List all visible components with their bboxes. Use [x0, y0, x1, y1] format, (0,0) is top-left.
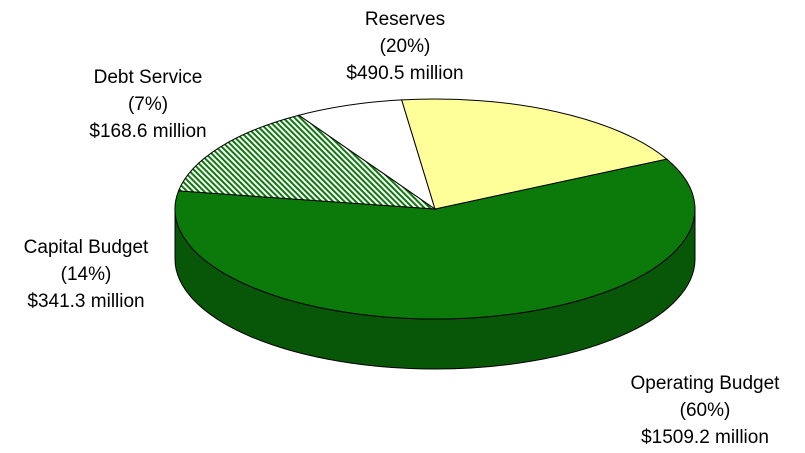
- slice-percent: (14%): [60, 264, 112, 285]
- slice-debt-service: [297, 99, 436, 211]
- slice-percent: (7%): [127, 94, 169, 115]
- slice-name: Reserves: [364, 9, 446, 30]
- slice-amount: $168.6 million: [89, 121, 207, 142]
- slice-label-reserves: Reserves (20%) $490.5 million: [320, 6, 490, 87]
- slice-amount: $341.3 million: [27, 291, 145, 312]
- slice-reserves: [401, 98, 668, 210]
- slice-amount: $490.5 million: [346, 63, 464, 84]
- slice-label-capital-budget: Capital Budget (14%) $341.3 million: [2, 234, 170, 315]
- slice-name: Operating Budget: [630, 373, 780, 394]
- slice-percent: (60%): [679, 400, 731, 421]
- slice-name: Capital Budget: [23, 237, 149, 258]
- slice-name: Debt Service: [93, 67, 203, 88]
- slice-percent: (20%): [379, 36, 431, 57]
- slice-label-operating-budget: Operating Budget (60%) $1509.2 million: [610, 370, 800, 451]
- slice-operating-budget: [174, 158, 696, 320]
- slice-label-debt-service: Debt Service (7%) $168.6 million: [68, 64, 228, 145]
- slice-capital-budget: [177, 114, 437, 210]
- slice-amount: $1509.2 million: [641, 427, 769, 448]
